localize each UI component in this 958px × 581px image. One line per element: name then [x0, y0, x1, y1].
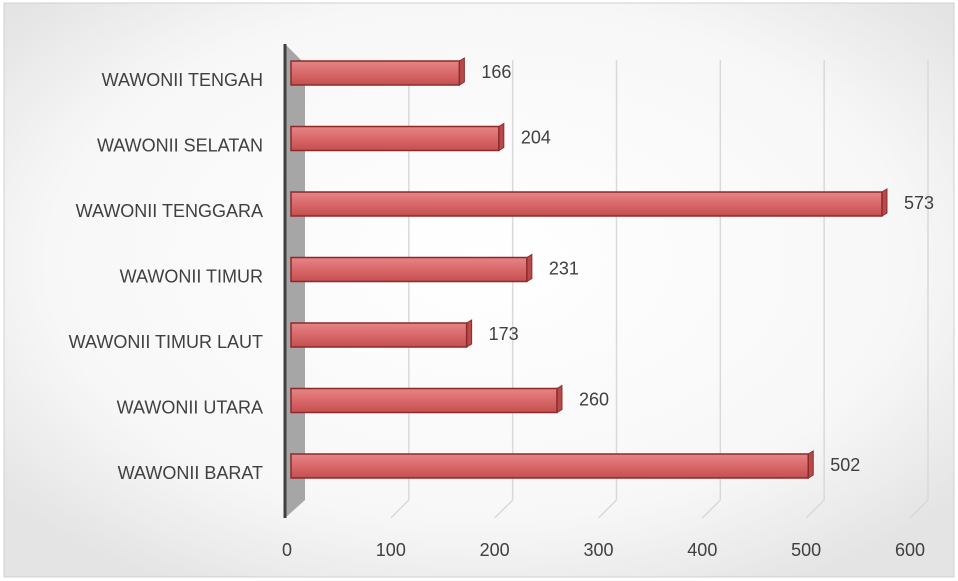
x-tick-label: 200 — [480, 540, 510, 560]
y-tick-label: WAWONII TIMUR LAUT — [69, 332, 263, 352]
bar — [290, 191, 883, 217]
grid-line — [909, 499, 929, 519]
data-label: 173 — [489, 324, 519, 344]
y-tick-label: WAWONII UTARA — [117, 397, 263, 417]
grid-line — [597, 499, 618, 519]
data-label: 573 — [904, 193, 934, 213]
x-tick-label: 600 — [895, 540, 925, 560]
bar — [290, 125, 500, 152]
grid-line — [701, 499, 721, 519]
y-tick-label: WAWONII SELATAN — [97, 135, 263, 155]
x-tick-label: 300 — [583, 540, 613, 560]
y-tick-label: WAWONII BARAT — [118, 463, 263, 483]
x-tick-label: 400 — [687, 540, 717, 560]
data-label: 231 — [549, 258, 579, 278]
bar — [290, 387, 558, 414]
bar — [290, 322, 468, 348]
y-tick-label: WAWONII TENGAH — [102, 70, 263, 90]
data-label: 204 — [521, 127, 551, 147]
grid-line — [805, 499, 825, 519]
x-tick-label: 0 — [282, 540, 292, 560]
x-tick-label: 100 — [376, 540, 406, 560]
chart-area — [3, 2, 955, 578]
grid-line — [494, 499, 514, 519]
y-tick-label: WAWONII TENGGARA — [76, 201, 263, 221]
bar — [290, 453, 809, 479]
data-label: 502 — [830, 455, 860, 475]
bar — [290, 60, 461, 86]
grid-line — [390, 499, 410, 519]
bar — [290, 256, 528, 283]
bar-side — [458, 57, 465, 86]
data-label: 166 — [481, 62, 511, 82]
y-tick-label: WAWONII TIMUR — [120, 266, 263, 286]
x-tick-label: 500 — [791, 540, 821, 560]
data-label: 260 — [579, 389, 609, 409]
